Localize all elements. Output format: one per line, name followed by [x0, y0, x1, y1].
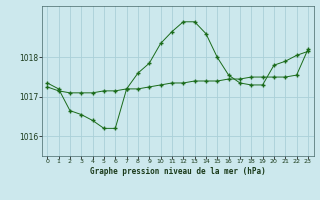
- X-axis label: Graphe pression niveau de la mer (hPa): Graphe pression niveau de la mer (hPa): [90, 167, 266, 176]
